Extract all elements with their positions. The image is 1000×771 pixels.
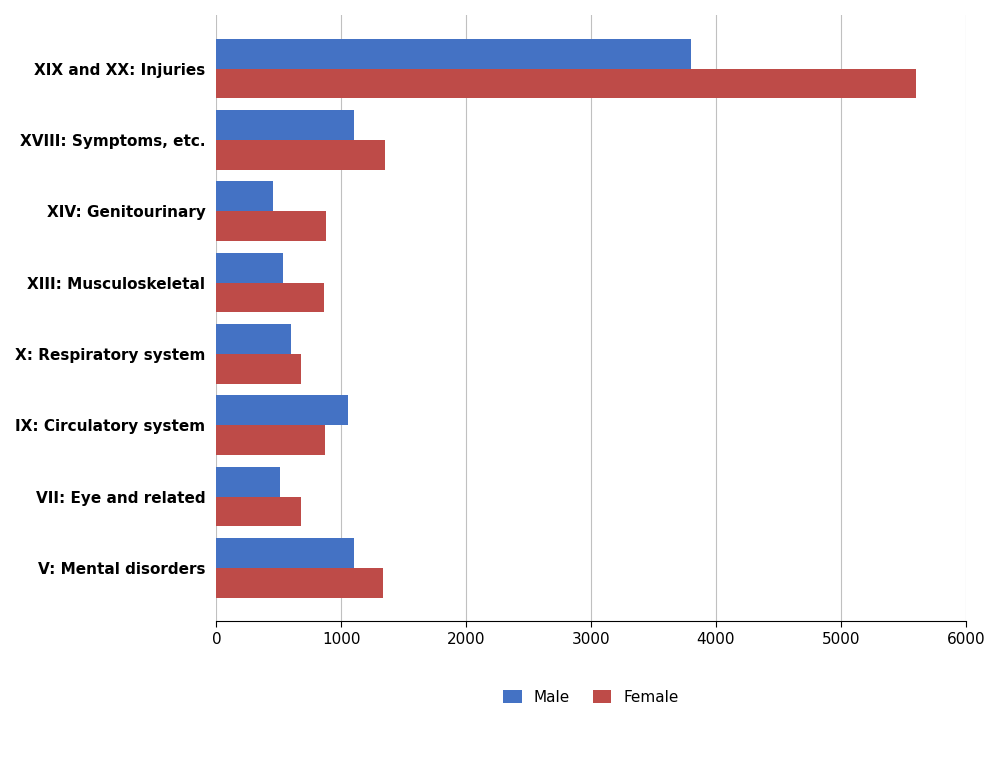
Bar xyxy=(216,69,916,99)
Bar xyxy=(216,181,273,211)
Bar xyxy=(216,354,301,384)
Bar xyxy=(216,211,326,241)
Bar xyxy=(216,466,280,497)
Bar xyxy=(216,110,354,140)
Bar xyxy=(216,396,348,425)
Bar xyxy=(216,39,691,69)
Bar xyxy=(216,253,283,282)
Legend: Male, Female: Male, Female xyxy=(497,684,685,711)
Bar xyxy=(216,324,291,354)
Bar xyxy=(216,538,354,568)
Bar xyxy=(216,568,383,598)
Bar xyxy=(216,282,324,312)
Bar xyxy=(216,497,301,527)
Bar xyxy=(216,425,325,455)
Bar xyxy=(216,140,385,170)
